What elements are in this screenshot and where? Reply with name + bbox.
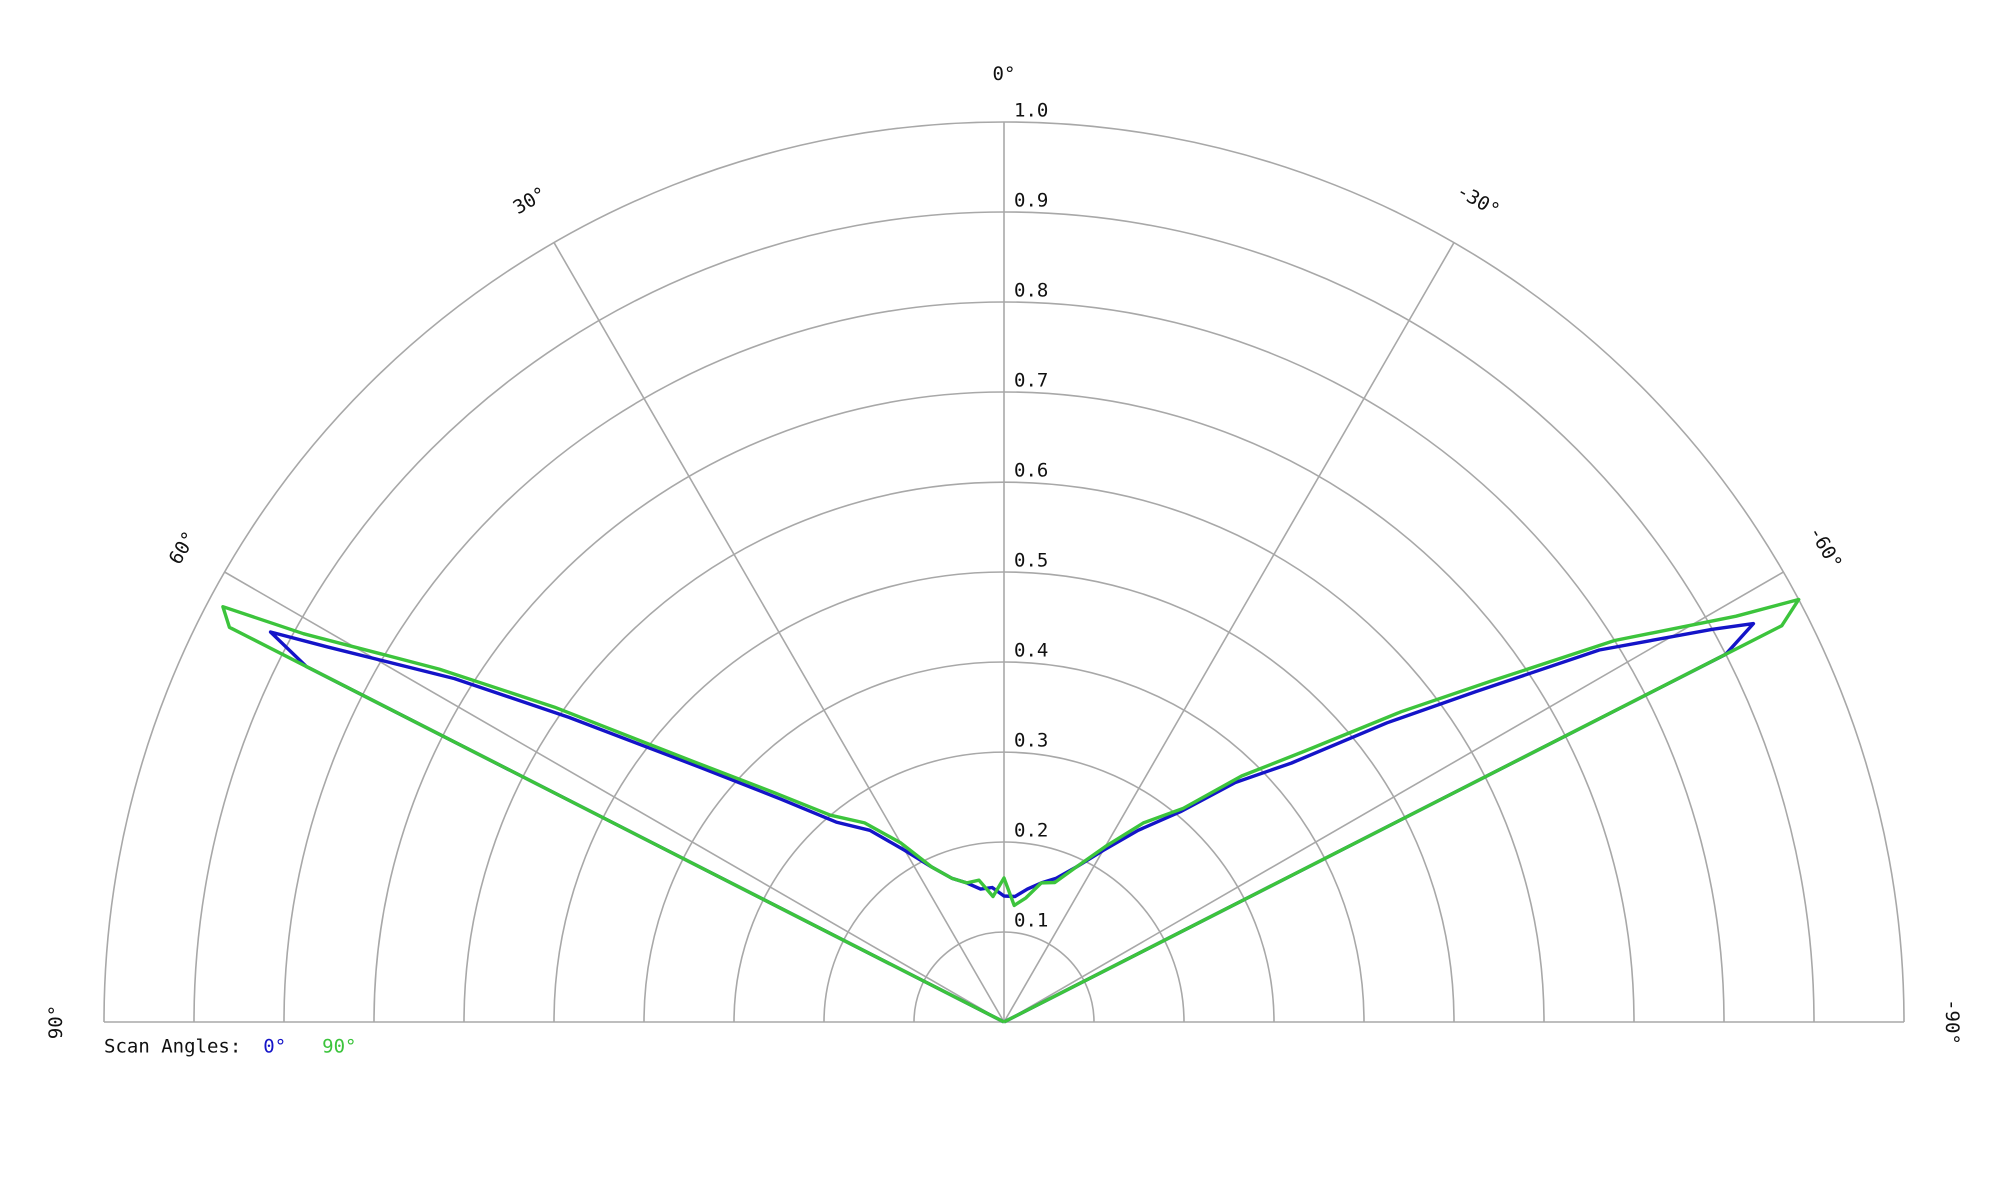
series-line xyxy=(221,597,1801,1024)
r-tick-label: 0.9 xyxy=(1014,190,1048,212)
theta-tick-label: -60° xyxy=(1804,523,1846,574)
r-tick-label: 0.4 xyxy=(1014,640,1048,662)
grid xyxy=(103,121,1905,1023)
r-tick-label: 0.8 xyxy=(1014,280,1048,302)
legend-entry: 0° xyxy=(263,1036,286,1058)
series-lines xyxy=(221,597,1801,1024)
theta-tick-label: -90° xyxy=(1941,999,1963,1045)
grid-spoke xyxy=(1003,242,1455,1023)
series-line xyxy=(268,621,1756,1024)
r-tick-label: 0.3 xyxy=(1014,730,1048,752)
grid-spoke xyxy=(224,571,1005,1023)
r-tick-label: 0.1 xyxy=(1014,910,1048,932)
legend-entry: 90° xyxy=(322,1036,356,1058)
r-tick-label: 0.2 xyxy=(1014,820,1048,842)
theta-tick-label: 60° xyxy=(165,528,201,569)
legend-title: Scan Angles: xyxy=(104,1036,241,1058)
grid-spoke xyxy=(553,242,1005,1023)
r-tick-label: 0.7 xyxy=(1014,370,1048,392)
theta-tick-label: 30° xyxy=(510,183,551,219)
r-tick-label: 1.0 xyxy=(1014,100,1048,122)
r-tick-label: 0.5 xyxy=(1014,550,1048,572)
theta-tick-label: 90° xyxy=(45,1005,67,1039)
theta-tick-label: 0° xyxy=(993,63,1016,85)
theta-tick-label: -30° xyxy=(1453,180,1504,222)
grid-spoke xyxy=(1003,571,1784,1023)
r-tick-label: 0.6 xyxy=(1014,460,1048,482)
